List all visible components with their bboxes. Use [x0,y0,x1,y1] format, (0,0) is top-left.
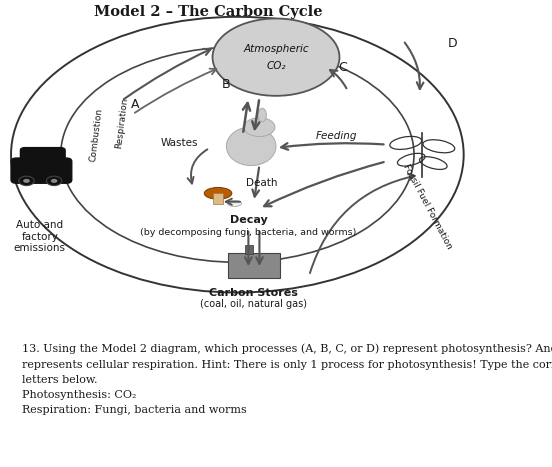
Circle shape [244,118,275,136]
Ellipse shape [227,200,242,206]
Text: Atmospheric: Atmospheric [243,44,309,54]
FancyBboxPatch shape [213,193,223,204]
Text: B: B [222,78,231,91]
Text: (coal, oil, natural gas): (coal, oil, natural gas) [200,299,307,309]
Circle shape [19,176,34,185]
Text: CO₂: CO₂ [266,61,286,71]
Circle shape [23,179,30,183]
Text: (by decomposing fungi, bacteria, and worms): (by decomposing fungi, bacteria, and wor… [140,228,357,237]
Text: A: A [131,98,140,111]
Text: Decay: Decay [230,215,267,225]
Ellipse shape [258,108,266,122]
Ellipse shape [226,127,276,166]
Text: Respiration: Respiration [114,97,129,149]
Circle shape [51,179,57,183]
Text: 13. Using the Model 2 diagram, which processes (A, B, C, or D) represent photosy: 13. Using the Model 2 diagram, which pro… [22,344,552,415]
FancyBboxPatch shape [20,148,65,166]
Circle shape [46,176,62,185]
FancyBboxPatch shape [11,158,72,183]
Text: Model 2 – The Carbon Cycle: Model 2 – The Carbon Cycle [94,5,322,19]
Text: Carbon Stores: Carbon Stores [209,288,299,297]
Circle shape [213,19,339,96]
Text: C: C [338,61,347,74]
Ellipse shape [204,187,232,199]
FancyBboxPatch shape [245,245,253,254]
Text: Feeding: Feeding [316,131,358,141]
Text: Wastes: Wastes [161,138,198,148]
FancyBboxPatch shape [228,253,280,278]
Text: Death: Death [246,178,278,188]
Text: D: D [448,37,458,50]
Text: Combustion: Combustion [89,107,104,162]
Text: Fossil Fuel Formation: Fossil Fuel Formation [402,163,454,251]
Text: Auto and
factory
emissions: Auto and factory emissions [14,220,66,254]
